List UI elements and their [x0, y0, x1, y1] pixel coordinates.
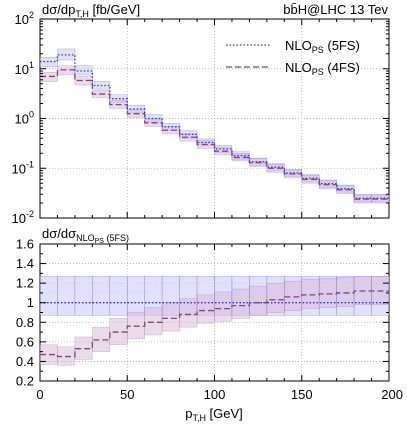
- y-tick-label: 0.2: [16, 374, 34, 389]
- y-tick-label: 101: [15, 60, 34, 77]
- y-tick-label: 0.4: [16, 354, 34, 369]
- legend-label-4fs: NLOPS (4FS): [285, 60, 360, 77]
- band-bin-5fs: [39, 276, 58, 316]
- main-ytick-labels: 10-2 10-1 100 101 102: [12, 10, 34, 226]
- main-lines: [40, 54, 389, 200]
- band-bin-5fs: [109, 276, 128, 316]
- y-tick-label: 0.8: [16, 315, 34, 330]
- series-line-5fs: [40, 54, 389, 199]
- legend-entry-4fs: NLOPS (4FS): [226, 60, 360, 77]
- x-axis-label: pT,H [GeV]: [185, 406, 243, 423]
- band-bin-4fs: [144, 307, 163, 336]
- main-ylabel: dσ/dpT,H [fb/GeV]: [42, 2, 140, 19]
- y-tick-label: 1.6: [16, 237, 34, 252]
- x-tick-label: 200: [381, 387, 403, 402]
- y-tick-label: 1.4: [16, 256, 34, 271]
- band-bin-5fs: [57, 276, 76, 316]
- y-tick-label: 102: [15, 10, 34, 27]
- ratio-lines: [40, 290, 389, 358]
- band-bin-4fs: [371, 194, 390, 204]
- legend-label-5fs: NLOPS (5FS): [285, 38, 360, 55]
- band-bin-4fs: [231, 288, 250, 319]
- series-line-4fs: [40, 69, 389, 200]
- band-bin-5fs: [74, 65, 93, 76]
- y-tick-label: 1: [27, 295, 34, 310]
- band-bin-4fs: [266, 282, 285, 313]
- ratio-xtick-labels: 0 50 100 150 200: [36, 387, 403, 402]
- band-bin-4fs: [214, 291, 233, 322]
- main-panel: 10-2 10-1 100 101 102 dσ/dpT,H [fb/GeV] bb̄H…: [12, 2, 390, 226]
- band-bin-4fs: [301, 278, 320, 309]
- band-bin-4fs: [249, 285, 268, 316]
- band-bin-4fs: [161, 302, 180, 332]
- band-bin-5fs: [92, 276, 111, 316]
- main-grid: [40, 19, 389, 218]
- band-bin-4fs: [231, 153, 250, 162]
- x-tick-label: 100: [204, 387, 226, 402]
- ratio-ytick-labels: 0.2 0.4 0.6 0.8 1 1.2 1.4 1.6: [16, 237, 34, 389]
- legend: NLOPS (5FS) NLOPS (4FS): [226, 38, 360, 77]
- band-bin-5fs: [127, 276, 145, 316]
- ratio-panel: 0.2 0.4 0.6 0.8 1 1.2 1.4 1.6 0 50 100 150 200 dσ/d…: [16, 226, 403, 423]
- series-line-4fs: [40, 290, 389, 358]
- y-tick-label: 100: [15, 110, 34, 127]
- y-tick-label: 1.2: [16, 276, 34, 291]
- process-label: bb̄H@LHC 13 Tev: [283, 2, 388, 17]
- legend-entry-5fs: NLOPS (5FS): [226, 38, 360, 55]
- band-bin-5fs: [74, 276, 93, 316]
- ratio-ylabel: dσ/dσNLOPS (5FS): [42, 226, 129, 245]
- x-tick-label: 150: [291, 387, 313, 402]
- band-bin-4fs: [284, 280, 302, 311]
- x-tick-label: 0: [36, 387, 43, 402]
- x-tick-label: 50: [120, 387, 134, 402]
- ratio-bands: [39, 276, 390, 366]
- y-tick-label: 0.6: [16, 334, 34, 349]
- y-tick-label: 10-1: [12, 159, 34, 176]
- y-tick-label: 10-2: [12, 209, 34, 226]
- band-bin-4fs: [196, 294, 215, 324]
- main-ticks: [39, 19, 390, 219]
- ratio-ticks: [39, 243, 390, 382]
